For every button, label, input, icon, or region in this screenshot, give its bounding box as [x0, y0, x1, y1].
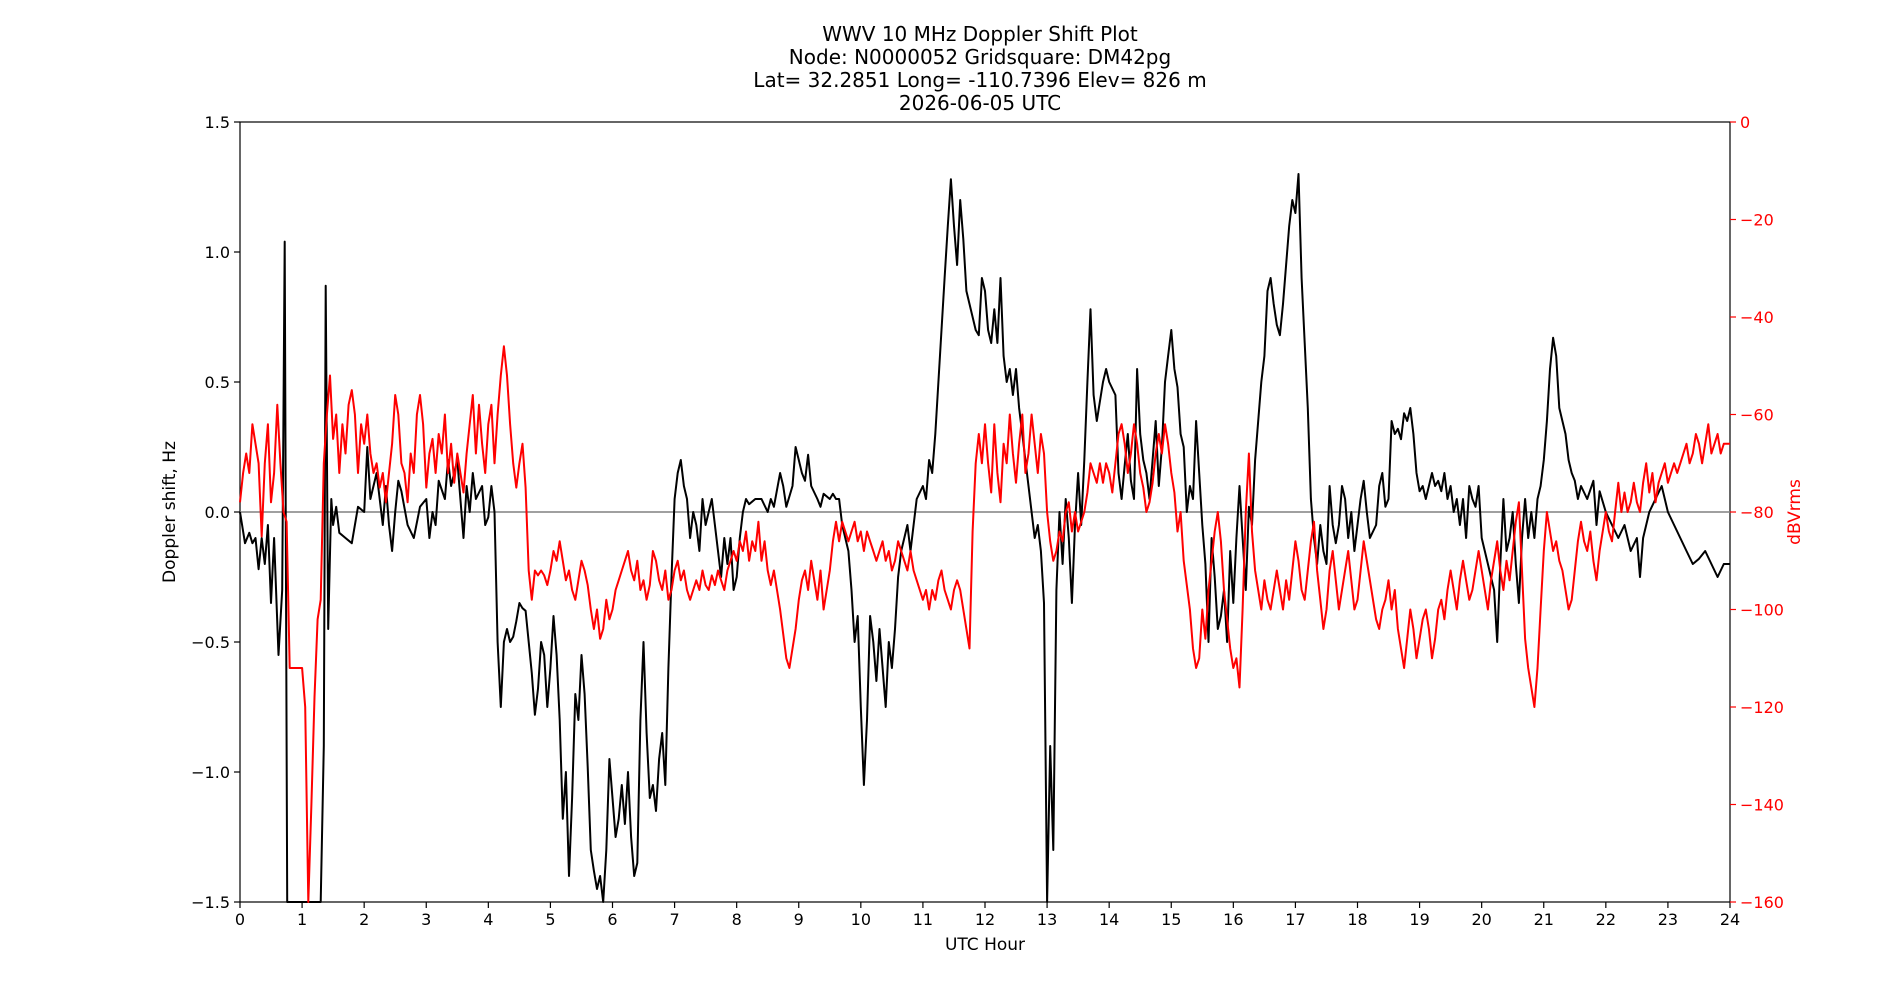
- x-tick-label: 19: [1409, 910, 1429, 929]
- x-tick-label: 18: [1347, 910, 1367, 929]
- chart-title-line-4: 2026-06-05 UTC: [899, 91, 1061, 115]
- x-tick-label: 22: [1596, 910, 1616, 929]
- chart-title-line-3: Lat= 32.2851 Long= -110.7396 Elev= 826 m: [753, 68, 1206, 92]
- chart-title-line-1: WWV 10 MHz Doppler Shift Plot: [822, 22, 1138, 46]
- series-layer: [239, 173, 1730, 903]
- x-tick-label: 1: [297, 910, 307, 929]
- y-tick-label: −1.5: [191, 893, 230, 912]
- y2-axis-ticks: 0 −20 −40 −60 −80 −100 −120 −140 −160: [1730, 113, 1784, 912]
- x-tick-label: 10: [851, 910, 871, 929]
- x-tick-label: 13: [1037, 910, 1057, 929]
- y-tick-label: 0.5: [205, 373, 230, 392]
- x-tick-label: 21: [1534, 910, 1554, 929]
- y2-tick-label: −20: [1740, 211, 1774, 230]
- x-tick-label: 3: [421, 910, 431, 929]
- x-tick-label: 5: [545, 910, 555, 929]
- y2-tick-label: 0: [1740, 113, 1750, 132]
- x-tick-label: 14: [1099, 910, 1119, 929]
- x-tick-label: 24: [1720, 910, 1740, 929]
- x-tick-label: 11: [913, 910, 933, 929]
- x-tick-label: 17: [1285, 910, 1305, 929]
- x-tick-label: 16: [1223, 910, 1243, 929]
- x-tick-label: 7: [669, 910, 679, 929]
- x-tick-label: 20: [1471, 910, 1491, 929]
- x-tick-label: 9: [794, 910, 804, 929]
- y-tick-label: −0.5: [191, 633, 230, 652]
- y-tick-label: −1.0: [191, 763, 230, 782]
- y2-axis-label: dBVrms: [1785, 479, 1805, 545]
- y-axis-label: Doppler shift, Hz: [160, 441, 180, 583]
- y2-tick-label: −60: [1740, 406, 1774, 425]
- y-tick-label: 1.0: [205, 243, 230, 262]
- series-line-power: [239, 345, 1730, 903]
- x-tick-label: 15: [1161, 910, 1181, 929]
- y2-tick-label: −80: [1740, 503, 1774, 522]
- y2-tick-label: −100: [1740, 601, 1784, 620]
- chart-title-line-2: Node: N0000052 Gridsquare: DM42pg: [789, 45, 1171, 69]
- x-tick-label: 4: [483, 910, 493, 929]
- series-line-doppler: [239, 173, 1730, 903]
- x-axis-label: UTC Hour: [945, 935, 1025, 955]
- x-tick-label: 8: [732, 910, 742, 929]
- y2-tick-label: −40: [1740, 308, 1774, 327]
- x-tick-label: 0: [235, 910, 245, 929]
- x-tick-label: 23: [1658, 910, 1678, 929]
- y-tick-label: 0.0: [205, 503, 230, 522]
- y2-tick-label: −120: [1740, 698, 1784, 717]
- y2-tick-label: −160: [1740, 893, 1784, 912]
- x-tick-label: 2: [359, 910, 369, 929]
- y-tick-label: 1.5: [205, 113, 230, 132]
- y-axis-ticks: 1.5 1.0 0.5 0.0 −0.5 −1.0 −1.5: [191, 113, 240, 912]
- x-tick-label: 6: [607, 910, 617, 929]
- y2-tick-label: −140: [1740, 796, 1784, 815]
- x-tick-label: 12: [975, 910, 995, 929]
- x-axis-ticks: 0 1 2 3 4 5 6 7 8 9 10 11 12 13 14 15 16 17 18 19 20 21 22 23 24: [235, 902, 1740, 929]
